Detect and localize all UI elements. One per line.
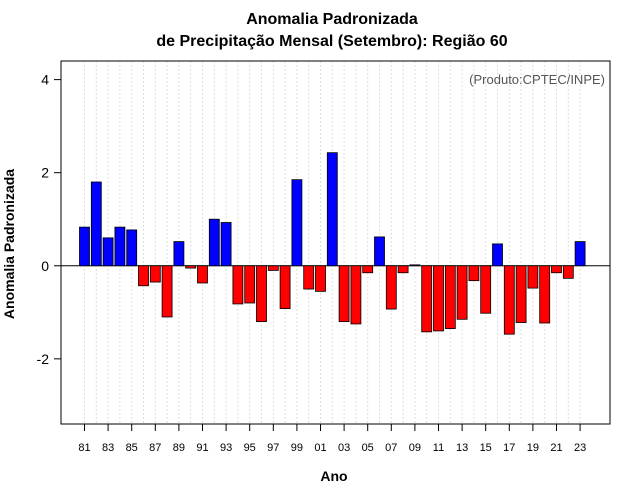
bar-95 xyxy=(244,265,256,304)
y-tick-label: 2 xyxy=(41,165,49,181)
x-tick-label: 91 xyxy=(196,442,208,454)
x-tick-label: 99 xyxy=(291,442,303,454)
bar-97 xyxy=(267,265,279,271)
bar-14 xyxy=(468,265,480,282)
bar-89 xyxy=(173,241,185,267)
x-tick-label: 83 xyxy=(102,442,114,454)
bar-02 xyxy=(326,152,338,267)
x-tick-label: 17 xyxy=(503,442,515,454)
chart-subtitle: de Precipitação Mensal (Setembro): Regiã… xyxy=(156,33,507,50)
x-tick-label: 01 xyxy=(314,442,326,454)
bar-05 xyxy=(362,265,374,274)
bar-12 xyxy=(444,265,456,329)
bar-22 xyxy=(562,265,574,279)
source-annotation: (Produto:CPTEC/INPE) xyxy=(469,72,605,87)
bar-84 xyxy=(114,226,126,267)
x-tick-label: 93 xyxy=(220,442,232,454)
bar-98 xyxy=(279,265,291,309)
x-tick-label: 21 xyxy=(550,442,562,454)
chart-title: Anomalia Padronizada xyxy=(246,11,418,28)
bar-01 xyxy=(315,265,326,292)
bar-07 xyxy=(385,265,397,310)
x-tick-label: 95 xyxy=(244,442,256,454)
x-axis-title: Ano xyxy=(320,468,347,484)
x-tick-label: 11 xyxy=(433,442,444,454)
bar-00 xyxy=(303,265,315,290)
bar-96 xyxy=(256,265,267,323)
bar-13 xyxy=(456,265,468,320)
bar-88 xyxy=(161,265,173,318)
bar-06 xyxy=(374,236,385,267)
plot-frame xyxy=(60,60,611,425)
bar-16 xyxy=(492,243,503,267)
bar-85 xyxy=(126,229,138,267)
bar-11 xyxy=(433,265,444,332)
bar-81 xyxy=(79,226,90,267)
bar-82 xyxy=(90,181,102,267)
y-axis: -2 0 2 4 xyxy=(37,72,61,367)
x-tick-label: 19 xyxy=(527,442,539,454)
bar-93 xyxy=(220,222,232,267)
bar-92 xyxy=(208,218,220,267)
bar-17 xyxy=(503,265,515,335)
x-tick-label: 97 xyxy=(267,442,279,454)
bar-91 xyxy=(197,265,208,284)
bar-23 xyxy=(574,241,586,267)
bar-90 xyxy=(185,265,197,269)
y-tick-label: 4 xyxy=(41,72,49,88)
bar-18 xyxy=(515,265,527,323)
x-tick-label: 89 xyxy=(173,442,185,454)
bar-19 xyxy=(527,265,539,289)
x-axis: 81 83 85 87 89 91 93 95 97 99 01 03 05 07 09 11 13 15 17 19… xyxy=(78,424,586,454)
x-tick-label: 07 xyxy=(385,442,397,454)
bar-08 xyxy=(397,265,409,274)
bar-10 xyxy=(421,265,433,333)
x-tick-label: 85 xyxy=(126,442,138,454)
x-tick-label: 81 xyxy=(78,442,90,454)
bar-87 xyxy=(149,265,161,283)
bar-15 xyxy=(480,265,492,314)
bar-09 xyxy=(409,264,421,267)
bar-94 xyxy=(232,265,244,305)
bar-86 xyxy=(138,265,149,287)
bars xyxy=(79,152,586,335)
x-tick-label: 87 xyxy=(149,442,161,454)
bar-83 xyxy=(102,237,114,267)
x-tick-label: 09 xyxy=(409,442,421,454)
bar-04 xyxy=(350,265,362,325)
x-tick-label: 15 xyxy=(480,442,492,454)
x-tick-label: 05 xyxy=(362,442,374,454)
bar-20 xyxy=(539,265,551,324)
x-tick-label: 03 xyxy=(338,442,350,454)
y-tick-label: -2 xyxy=(37,351,50,367)
bar-21 xyxy=(551,265,562,274)
x-tick-label: 13 xyxy=(456,442,468,454)
x-tick-label: 23 xyxy=(574,442,586,454)
bar-03 xyxy=(338,265,350,323)
bar-99 xyxy=(291,179,303,267)
y-tick-label: 0 xyxy=(41,258,49,274)
y-axis-title: Anomalia Padronizada xyxy=(1,169,17,319)
